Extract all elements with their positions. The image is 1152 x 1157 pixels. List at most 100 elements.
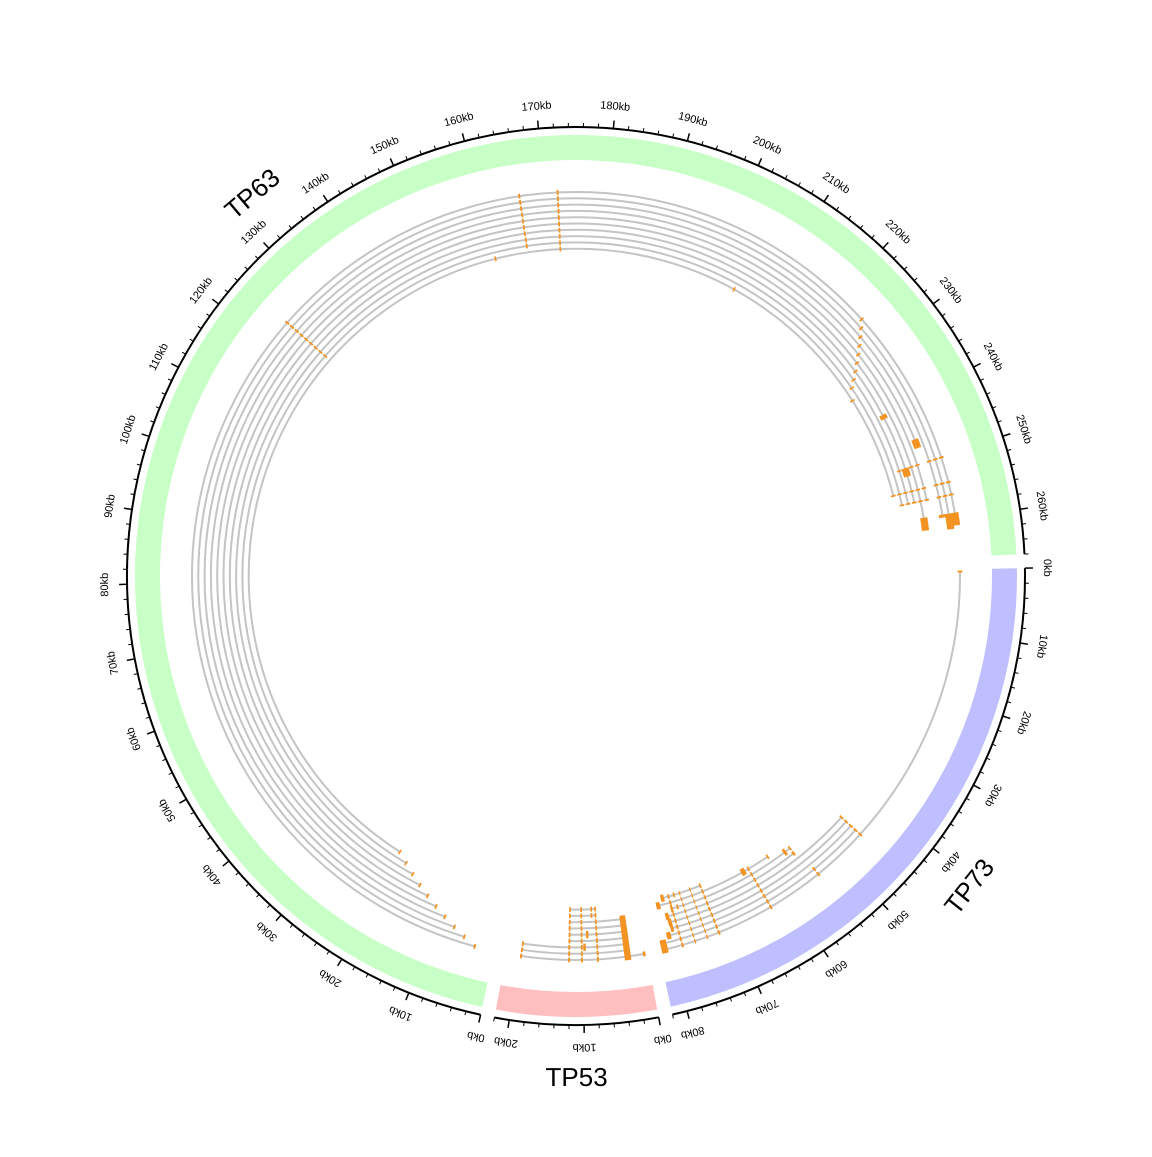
exon-tp63 [525,237,527,242]
axis-tick-label: 10kb [1034,634,1049,659]
axis-minor-tick [327,951,329,954]
axis-minor-tick [836,942,838,945]
exon-tp73 [655,902,661,910]
exon-tp53 [522,941,525,946]
axis-major-tick [538,121,539,129]
axis-minor-tick [893,894,896,897]
axis-major-tick [883,904,888,910]
axis-minor-tick [131,494,135,495]
axis-tick-label: 260kb [1034,490,1050,521]
axis-tick-label: 140kb [300,170,332,197]
axis-major-tick [508,1020,509,1028]
axis-minor-tick [301,216,303,219]
transcript-line-tp53 [521,950,630,954]
axis-major-tick [323,195,327,202]
axis-major-tick [171,364,178,368]
axis-tick-label: 240kb [981,341,1006,373]
axis-tick-label: 200kb [751,134,783,157]
axis-major-tick [824,195,828,202]
axis-minor-tick [236,872,239,875]
axis-tick-label: 230kb [937,275,965,306]
axis-tick-label: 210kb [820,170,852,197]
exon-tp53 [586,931,589,938]
exon-tp53 [569,913,571,918]
axis-tick-label: 20kb [317,967,344,990]
exon-tp63 [518,194,521,199]
axis-minor-tick [904,883,907,886]
axis-minor-tick [643,128,644,132]
axis-line-tp53 [494,1017,658,1025]
axis-major-tick [824,950,828,957]
exon-tp73 [666,932,672,940]
transcript-line-tp63 [192,192,957,947]
exon-tp53 [521,947,524,952]
axis-major-tick [973,785,980,789]
transcript-line-tp73 [668,817,842,923]
axis-major-tick [142,434,150,436]
axis-major-tick [933,848,939,853]
axis-tick-label: 70kb [754,996,781,1017]
axis-major-tick [758,986,761,993]
exon-tp53 [590,907,592,912]
axis-minor-tick [848,933,850,936]
exon-tp53 [568,958,570,963]
axis-tick-label: 70kb [105,650,121,676]
exon-tp53 [569,920,571,925]
transcript-line-tp53 [569,937,629,941]
axis-minor-tick [216,849,219,851]
axis-major-tick [390,158,393,165]
axis-major-tick [973,363,980,367]
exon-tp63 [911,438,921,449]
axis-major-tick [883,242,888,248]
axis-major-tick [758,158,761,165]
exon-tp63 [879,413,888,420]
exon-tp63 [524,231,526,236]
exon-tp53 [581,958,583,963]
axis-major-tick [264,243,269,249]
exon-tp53 [569,926,571,931]
exon-tp63 [920,517,929,531]
exon-tp63 [557,203,559,208]
axis-minor-tick [267,905,270,908]
axis-tick-label: 170kb [521,99,552,113]
axis-minor-tick [860,225,863,228]
exon-tp63 [558,215,560,220]
axis-major-tick [687,133,689,141]
axis-minor-tick [894,256,897,259]
exon-tp73 [958,571,963,573]
axis-tick-label: 0kb [1041,559,1053,577]
axis-minor-tick [235,278,238,281]
exon-tp63 [523,225,525,230]
gene-label-tp53: TP53 [546,1062,608,1092]
axis-major-tick [462,133,464,141]
axis-tick-label: 110kb [147,341,171,372]
exon-tp63 [557,196,559,201]
exon-tp63 [520,206,523,211]
axis-major-tick [338,959,342,966]
axis-minor-tick [914,872,917,875]
exon-tp53 [595,919,597,924]
axis-minor-tick [290,924,293,927]
axis-tick-label: 40kb [200,862,224,888]
axis-minor-tick [302,934,304,937]
axis-minor-tick [225,290,228,293]
exon-tp53 [596,944,598,949]
axis-tick-label: 150kb [369,134,401,157]
exon-tp63 [558,221,560,226]
exon-tp63 [519,200,522,205]
exon-tp53 [596,932,598,937]
axis-tick-label: 50kb [885,907,911,932]
axis-minor-tick [256,894,259,897]
exon-tp53 [568,945,570,950]
axis-minor-tick [314,943,316,946]
axis-major-tick [1003,434,1011,436]
axis-minor-tick [255,256,258,259]
axis-major-tick [613,121,614,129]
exon-tp53 [581,926,583,931]
axis-minor-tick [848,216,850,219]
axis-tick-label: 190kb [677,110,709,129]
exon-tp63 [557,190,559,195]
axis-tick-label: 80kb [99,573,111,597]
axis-minor-tick [904,267,907,270]
